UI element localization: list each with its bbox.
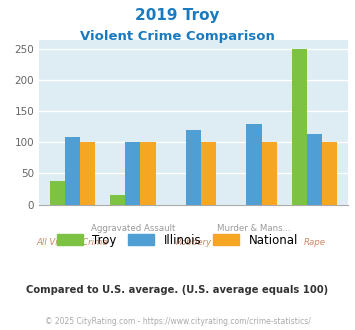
Text: Murder & Mans...: Murder & Mans... <box>217 224 291 233</box>
Text: All Violent Crime: All Violent Crime <box>37 238 108 247</box>
Bar <box>80 142 95 205</box>
Bar <box>65 137 80 205</box>
Bar <box>262 142 277 205</box>
Text: © 2025 CityRating.com - https://www.cityrating.com/crime-statistics/: © 2025 CityRating.com - https://www.city… <box>45 317 310 326</box>
Bar <box>110 195 125 205</box>
Bar <box>141 142 155 205</box>
Bar <box>125 142 141 205</box>
Text: Compared to U.S. average. (U.S. average equals 100): Compared to U.S. average. (U.S. average … <box>26 285 329 295</box>
Text: Violent Crime Comparison: Violent Crime Comparison <box>80 30 275 43</box>
Bar <box>292 49 307 205</box>
Legend: Troy, Illinois, National: Troy, Illinois, National <box>52 229 303 251</box>
Bar <box>307 134 322 205</box>
Text: 2019 Troy: 2019 Troy <box>135 8 220 23</box>
Bar <box>246 124 262 205</box>
Text: Aggravated Assault: Aggravated Assault <box>91 224 175 233</box>
Text: Robbery: Robbery <box>175 238 212 247</box>
Bar <box>201 142 216 205</box>
Bar <box>50 181 65 205</box>
Text: Rape: Rape <box>304 238 326 247</box>
Bar <box>322 142 337 205</box>
Bar <box>186 130 201 205</box>
